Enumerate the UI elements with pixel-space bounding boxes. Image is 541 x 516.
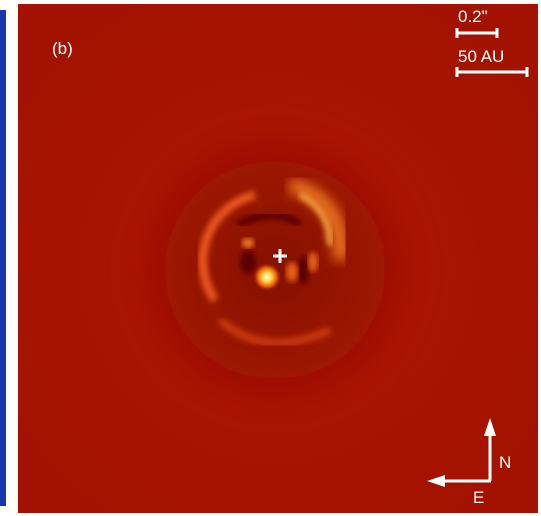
bright-clump [242, 238, 254, 248]
figure: (b) 0.2" 50 AU N E [0, 0, 541, 516]
side-bar [0, 10, 6, 506]
scale-bar-label: 0.2" [458, 7, 488, 26]
north-label: N [499, 453, 511, 472]
panel-label: (b) [52, 39, 73, 58]
bright-clump [308, 252, 318, 272]
bright-clump [286, 262, 298, 282]
dark-gap [297, 256, 309, 284]
image-panel: (b) 0.2" 50 AU N E [18, 4, 538, 513]
east-label: E [473, 488, 484, 507]
dark-gap [240, 250, 256, 274]
scale-bar-label: 50 AU [458, 47, 504, 66]
bright-source [253, 263, 281, 291]
page: (b) 0.2" 50 AU N E (() => { const data =… [0, 0, 541, 516]
